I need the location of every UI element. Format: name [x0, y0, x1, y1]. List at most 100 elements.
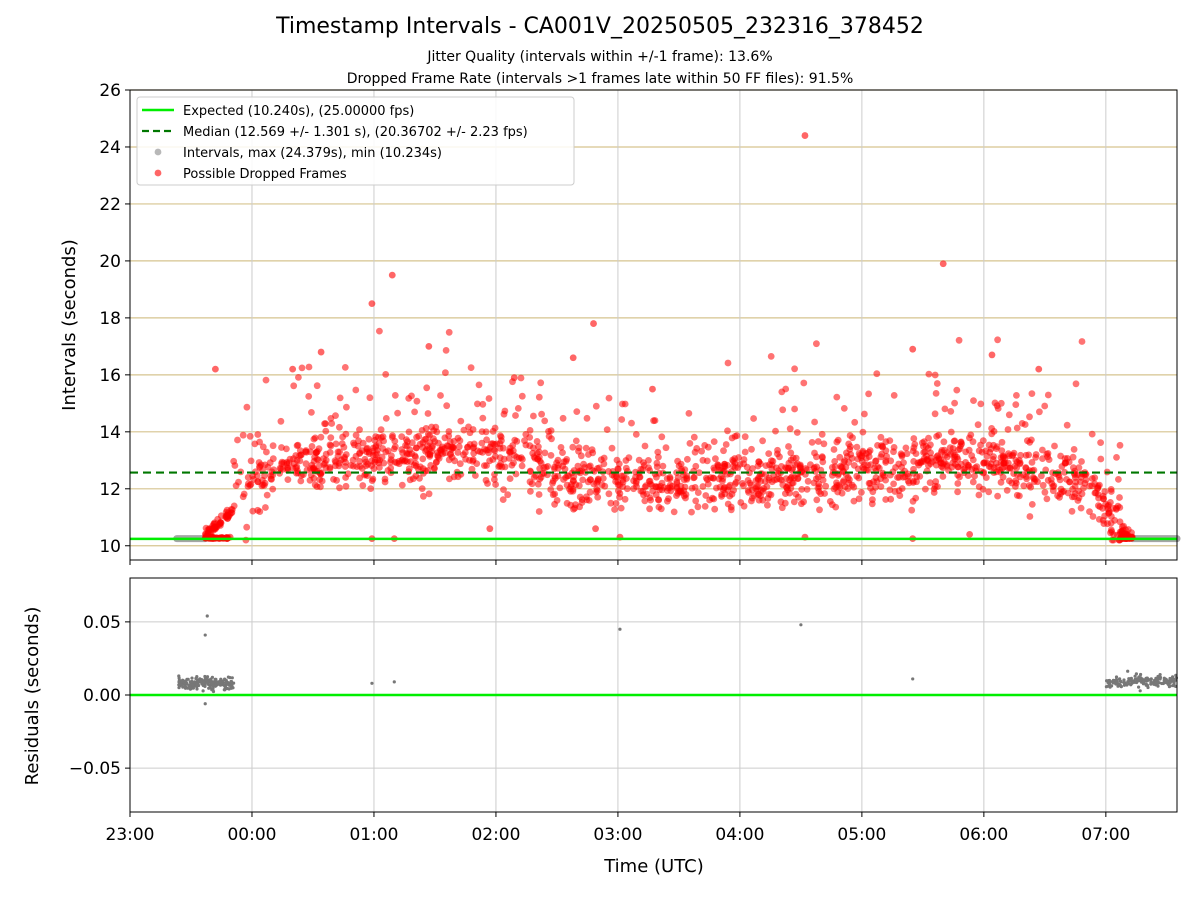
dropped-frame-point — [950, 437, 958, 445]
dropped-frame-point — [379, 445, 387, 452]
dropped-frame-point — [295, 374, 302, 381]
dropped-frame-point — [497, 432, 504, 440]
dropped-frame-point — [930, 489, 938, 496]
residual-point — [1168, 680, 1172, 685]
dropped-frame-point — [438, 445, 446, 453]
dropped-frame-point — [380, 437, 387, 445]
dropped-frame-point — [949, 445, 957, 452]
dropped-frame-point — [840, 477, 848, 484]
intervals-y-axis-label: Intervals (seconds) — [59, 239, 80, 411]
dropped-frame-point — [933, 433, 940, 440]
dropped-frame-point — [1005, 452, 1013, 459]
dropped-frame-point — [931, 371, 939, 379]
dropped-frame-point — [665, 495, 672, 502]
dropped-frame-point — [831, 458, 839, 465]
residual-point — [202, 680, 206, 684]
dropped-frame-point — [464, 443, 472, 451]
dropped-frame-point — [1004, 426, 1012, 433]
residual-point — [1138, 679, 1142, 683]
dropped-frame-point — [872, 457, 879, 465]
residual-point — [1143, 679, 1147, 683]
dropped-frame-point — [655, 496, 662, 503]
dropped-frame-point — [994, 492, 1001, 500]
dropped-frame-point — [803, 486, 811, 493]
dropped-frame-point — [814, 473, 822, 481]
dropped-frame-point — [709, 474, 717, 482]
dropped-frame-point — [1012, 457, 1020, 464]
dropped-frame-outlier — [510, 374, 518, 382]
dropped-frame-point — [998, 438, 1006, 446]
dropped-frame-point — [655, 503, 663, 511]
dropped-frame-point — [816, 506, 823, 514]
residual-point — [1149, 682, 1153, 686]
dropped-frame-point — [746, 469, 753, 477]
dropped-frame-point — [1107, 519, 1115, 527]
residual-point — [203, 684, 207, 689]
dropped-frame-point — [547, 452, 555, 459]
residual-point — [191, 686, 195, 690]
residual-point — [1125, 683, 1129, 687]
dropped-frame-point — [332, 412, 339, 419]
dropped-frame-point — [561, 465, 569, 473]
residual-point — [201, 689, 205, 693]
dropped-frame-point — [240, 490, 248, 498]
dropped-frame-outlier — [939, 260, 947, 268]
dropped-frame-point — [904, 477, 912, 485]
dropped-frame-point — [467, 364, 475, 371]
dropped-frame-point — [338, 440, 346, 447]
dropped-frame-point — [318, 477, 326, 485]
dropped-frame-point — [347, 462, 355, 469]
dropped-frame-point — [442, 369, 449, 377]
dropped-frame-point — [322, 420, 329, 427]
legend-intervals-swatch — [154, 148, 162, 156]
residual-point — [205, 675, 210, 679]
dropped-frame-point — [688, 508, 695, 516]
dropped-frame-point — [408, 439, 416, 447]
dropped-frame-point — [305, 393, 313, 400]
dropped-frame-point — [987, 463, 995, 471]
dropped-frame-point — [690, 433, 698, 441]
dropped-frame-point — [872, 474, 880, 482]
dropped-frame-point — [601, 482, 609, 490]
dropped-frame-point — [943, 461, 951, 468]
dropped-frame-point — [428, 423, 435, 431]
dropped-frame-point — [306, 448, 314, 456]
dropped-frame-point — [791, 365, 798, 373]
dropped-frame-point — [974, 421, 982, 429]
dropped-frame-point — [833, 393, 841, 401]
dropped-frame-point — [927, 449, 934, 457]
dropped-frame-point — [378, 453, 386, 461]
residual-point — [1139, 672, 1143, 677]
dropped-frame-point — [955, 446, 962, 454]
dropped-frame-point — [882, 496, 890, 503]
dropped-frame-point — [887, 495, 895, 503]
dropped-frame-point — [913, 473, 921, 481]
dropped-frame-point — [424, 410, 432, 417]
dropped-frame-point — [861, 410, 868, 418]
dropped-frame-point — [511, 452, 518, 459]
dropped-frame-point — [308, 409, 315, 416]
dropped-frame-point — [810, 465, 818, 473]
dropped-frame-point — [910, 435, 918, 442]
dropped-frame-point — [297, 477, 305, 485]
dropped-frame-point — [859, 428, 867, 436]
dropped-frame-point — [405, 395, 413, 402]
dropped-frame-point — [804, 477, 812, 485]
dropped-frame-point — [655, 453, 662, 461]
dropped-frame-point — [786, 476, 793, 484]
dropped-frame-point — [948, 463, 956, 471]
dropped-frame-point — [1039, 481, 1047, 489]
dropped-frame-point — [926, 479, 934, 486]
dropped-frame-point — [730, 486, 737, 494]
dropped-frame-point — [535, 393, 543, 401]
dropped-frame-point — [646, 494, 654, 501]
dropped-frame-point — [269, 442, 277, 450]
dropped-frame-point — [882, 438, 890, 446]
dropped-frame-point — [527, 468, 534, 475]
dropped-frame-point — [937, 459, 945, 467]
dropped-frame-outlier — [211, 365, 219, 373]
intervals-y-tick-label: 22 — [99, 195, 121, 215]
dropped-frame-point — [767, 353, 775, 360]
dropped-frame-point — [843, 453, 851, 460]
dropped-frame-point — [640, 491, 647, 499]
